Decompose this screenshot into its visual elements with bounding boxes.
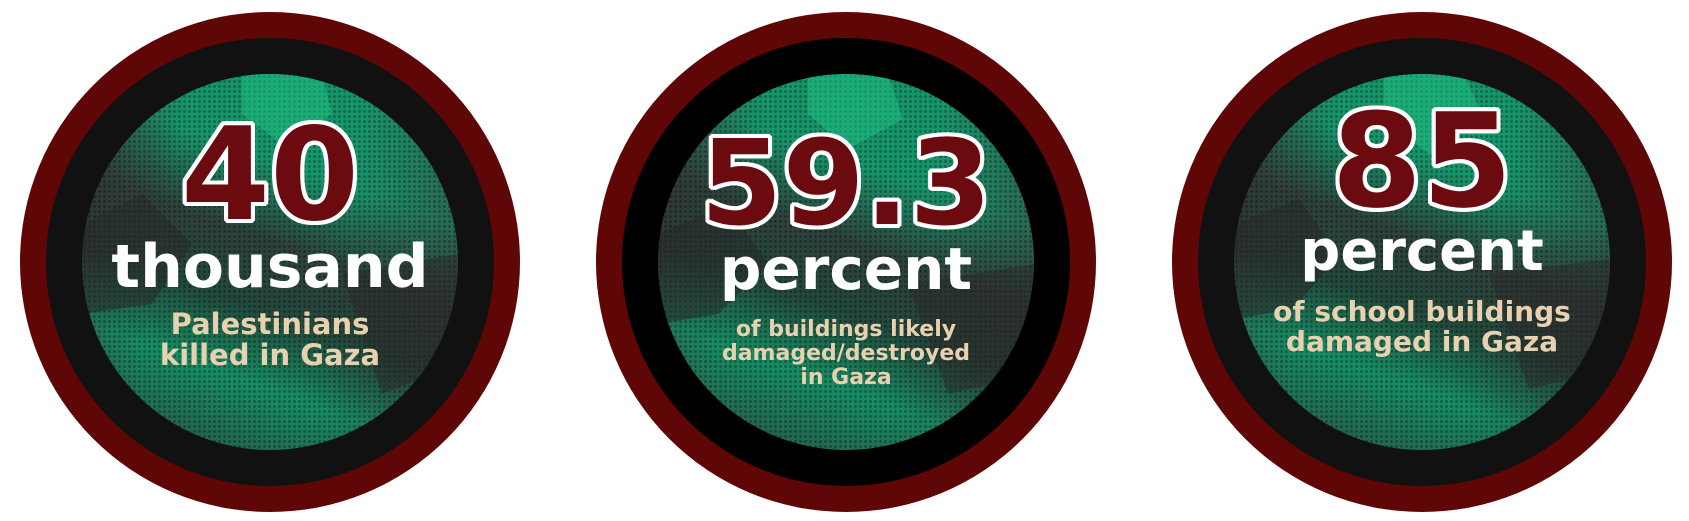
stat-badge-buildings: 59.3 percent of buildings likely damaged… bbox=[596, 12, 1096, 512]
stat-description: of buildings likely damaged/destroyed in… bbox=[676, 318, 1016, 389]
stat-description-line: of school buildings bbox=[1273, 295, 1571, 328]
stat-description-line: of buildings likely bbox=[735, 317, 957, 342]
stat-description-line: Palestinians bbox=[170, 307, 370, 341]
stat-number: 59.3 bbox=[700, 114, 992, 252]
stat-description-line: in Gaza bbox=[800, 364, 892, 390]
stat-badge-schools: 85 percent of school buildings damaged i… bbox=[1172, 12, 1672, 512]
badge-image-disc bbox=[82, 74, 458, 450]
stat-unit: thousand bbox=[111, 232, 429, 302]
stat-description: Palestinians killed in Gaza bbox=[110, 307, 430, 373]
disc-texture bbox=[82, 74, 458, 394]
stat-badge-killed: 40 thousand Palestinians killed in Gaza bbox=[20, 12, 520, 512]
stat-description: of school buildings damaged in Gaza bbox=[1242, 295, 1602, 359]
disc-texture bbox=[658, 74, 1034, 394]
stat-unit: percent bbox=[719, 235, 973, 303]
stat-description-line: killed in Gaza bbox=[159, 338, 381, 373]
badge-image-disc bbox=[658, 74, 1034, 450]
badge-image-disc bbox=[1234, 74, 1610, 450]
stat-number: 40 bbox=[180, 101, 360, 250]
stat-description-line: damaged in Gaza bbox=[1285, 325, 1559, 359]
stat-unit: percent bbox=[1300, 219, 1544, 284]
stat-number: 85 bbox=[1331, 85, 1513, 237]
disc-texture bbox=[1234, 74, 1610, 389]
stat-description-line: damaged/destroyed bbox=[721, 340, 971, 366]
